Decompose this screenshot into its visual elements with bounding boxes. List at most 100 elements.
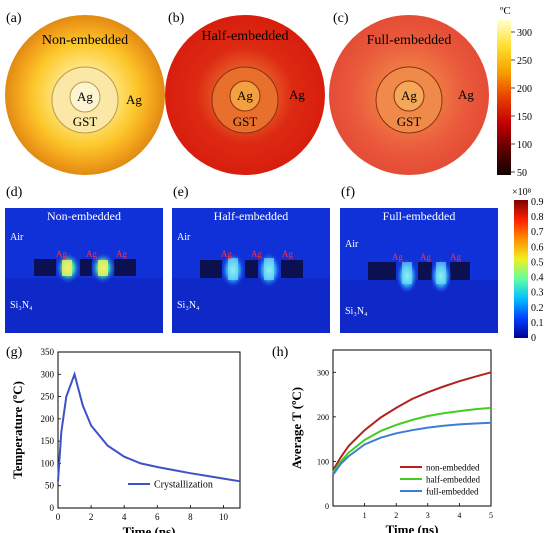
- y-axis-label: Temperature (ºC): [10, 381, 25, 479]
- panel-label: (g): [6, 345, 23, 360]
- colorbar-unit: ×10⁸: [512, 187, 532, 198]
- ring-label: GST: [73, 114, 98, 129]
- ag-block: [436, 262, 446, 284]
- y-tick-label: 50: [45, 481, 55, 491]
- x-tick-label: 2: [394, 511, 398, 520]
- colorbar-tick-label: 0.3: [531, 288, 544, 299]
- ag-label: Ag: [420, 252, 431, 262]
- colorbar-tick-label: 0.7: [531, 227, 544, 238]
- ag-label: Ag: [251, 249, 262, 259]
- substrate-region: [5, 278, 163, 333]
- panel-d: (d) Non-embedded Air Si₃N₄ Ag Ag Ag: [5, 185, 163, 333]
- x-axis-label: Time (ns): [123, 524, 176, 533]
- x-tick-label: 10: [219, 512, 229, 522]
- colorbar-field: ×10⁸ 0.9 0.8 0.7 0.6 0.5 0.4 0.3 0.2 0.1 0: [512, 187, 544, 344]
- series-line-full-embedded: [332, 421, 492, 476]
- core-label: Ag: [237, 88, 253, 103]
- ag-block: [62, 260, 72, 276]
- gst-block: [450, 262, 470, 280]
- substrate-label: Si₃N₄: [345, 306, 368, 317]
- colorbar-tick-label: 0.1: [531, 318, 544, 329]
- x-tick-label: 6: [155, 512, 160, 522]
- colorbar-tick-label: 100: [517, 140, 532, 151]
- ag-label: Ag: [86, 249, 97, 259]
- colorbar-tick-label: 0.6: [531, 242, 544, 253]
- gst-block: [200, 260, 222, 278]
- panel-title: Full-embedded: [367, 33, 452, 48]
- x-tick-label: 8: [188, 512, 193, 522]
- panel-f: (f) Full-embedded Air Si₃N₄ Ag Ag Ag: [340, 185, 498, 333]
- legend-label: half-embedded: [426, 475, 480, 485]
- gst-block: [245, 260, 258, 278]
- panel-title: Half-embedded: [201, 29, 288, 44]
- substrate-region: [172, 278, 330, 333]
- panel-title: Half-embedded: [214, 209, 289, 223]
- colorbar-tick-label: 0: [531, 333, 536, 344]
- outer-label: Ag: [458, 87, 474, 102]
- x-tick-label: 5: [489, 511, 493, 520]
- panel-title: Non-embedded: [47, 209, 121, 223]
- air-label: Air: [177, 232, 191, 243]
- x-tick-label: 4: [122, 512, 127, 522]
- outer-label: Ag: [126, 92, 142, 107]
- ag-core: [229, 80, 261, 112]
- colorbar-unit: ºC: [500, 5, 511, 17]
- y-tick-label: 150: [41, 436, 55, 446]
- colorbar-tick-label: 0.8: [531, 212, 544, 223]
- y-tick-label: 100: [41, 458, 55, 468]
- panel-label: (b): [168, 11, 185, 26]
- panel-b: (b) Half-embedded Ag GST Ag: [165, 11, 325, 175]
- colorbar-temperature: ºC 300 250 200 150 100 50: [497, 5, 532, 179]
- gst-block: [80, 259, 92, 276]
- panel-a: (a) Non-embedded Ag GST Ag: [5, 11, 165, 175]
- colorbar-tick-label: 0.2: [531, 303, 544, 314]
- x-axis-label: Time (ns): [386, 522, 439, 533]
- colorbar-ticks: 0.9 0.8 0.7 0.6 0.5 0.4 0.3 0.2 0.1 0: [531, 197, 544, 344]
- ag-label: Ag: [392, 252, 403, 262]
- gst-block: [34, 259, 56, 276]
- ag-core: [393, 80, 425, 112]
- air-label: Air: [10, 232, 24, 243]
- legend-label: Crystallization: [154, 480, 213, 491]
- ag-block: [264, 258, 274, 280]
- panel-title: Non-embedded: [42, 33, 128, 48]
- colorbar-tick-label: 150: [517, 112, 532, 123]
- colorbar-ticks: 300 250 200 150 100 50: [511, 28, 532, 179]
- gst-block: [418, 262, 432, 280]
- y-tick-label: 250: [41, 392, 55, 402]
- y-tick-label: 200: [41, 414, 55, 424]
- panel-c: (c) Full-embedded Ag GST Ag: [329, 11, 489, 175]
- colorbar-tick-label: 0.9: [531, 197, 544, 208]
- y-axis-label: Average T (ºC): [289, 387, 304, 469]
- ring-label: GST: [233, 114, 258, 129]
- ag-label: Ag: [56, 249, 67, 259]
- colorbar-gradient: [514, 200, 528, 338]
- ag-label: Ag: [116, 249, 127, 259]
- colorbar-tick-label: 200: [517, 84, 532, 95]
- y-tick-label: 100: [317, 457, 329, 466]
- colorbar-tick-label: 0.4: [531, 273, 544, 284]
- ag-label: Ag: [450, 252, 461, 262]
- y-tick-label: 300: [41, 369, 55, 379]
- gst-block: [281, 260, 303, 278]
- gst-block: [368, 262, 396, 280]
- panel-label: (a): [6, 11, 22, 26]
- panel-e: (e) Half-embedded Air Si₃N₄ Ag Ag Ag: [172, 185, 330, 333]
- x-tick-label: 4: [457, 511, 461, 520]
- colorbar-tick-label: 0.5: [531, 257, 544, 268]
- ag-block: [402, 262, 412, 284]
- panel-label: (e): [173, 185, 189, 200]
- x-tick-label: 1: [363, 511, 367, 520]
- panel-label: (f): [341, 185, 355, 200]
- y-tick-label: 0: [325, 502, 329, 511]
- y-tick-label: 200: [317, 413, 329, 422]
- plot-frame: [332, 349, 492, 507]
- x-tick-label: 3: [426, 511, 430, 520]
- chart-h: (h) 1 2 3 4 5 0 100 200 300 Time (ns) Average T (º…: [272, 345, 493, 533]
- series-line-half-embedded: [332, 406, 492, 474]
- substrate-label: Si₃N₄: [177, 300, 200, 311]
- panel-label: (d): [6, 185, 23, 200]
- outer-label: Ag: [289, 87, 305, 102]
- ag-core: [69, 81, 101, 113]
